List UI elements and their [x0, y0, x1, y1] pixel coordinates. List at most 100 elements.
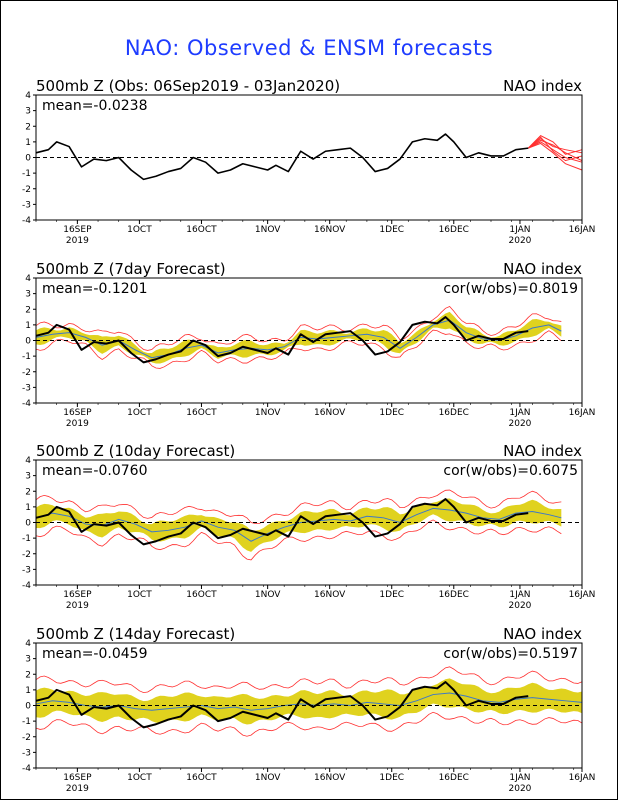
y-tick-label: 4 [25, 91, 31, 101]
ensemble-lower-line [35, 329, 562, 369]
x-tick-label: 1DEC [379, 408, 404, 418]
spread-band [36, 498, 562, 552]
mean-label: mean=-0.0760 [42, 463, 147, 479]
x-tick-label: 16JAN [569, 408, 596, 418]
nao-panel-1: 500mb Z (Obs: 06Sep2019 - 03Jan2020) NAO … [22, 77, 595, 246]
y-tick-label: -3 [22, 565, 31, 575]
y-tick-label: 2 [25, 487, 31, 497]
ensemble-lower-line [35, 711, 583, 737]
x-tick-label: 16DEC [439, 408, 469, 418]
ensemble-mean-line [35, 507, 562, 542]
y-tick-label: -2 [22, 733, 31, 743]
x-tick-label: 16NOV [314, 773, 346, 783]
ensemble-upper-line [35, 306, 562, 351]
y-tick-label: -4 [22, 581, 31, 591]
y-tick-label: -4 [22, 764, 31, 774]
panel-title: 500mb Z (7day Forecast) [36, 260, 226, 278]
y-tick-label: 3 [25, 655, 31, 665]
y-tick-label: 2 [25, 305, 31, 315]
x-tick-year-label: 2020 [509, 419, 532, 429]
observed-line [35, 681, 529, 729]
x-tick-label: 1OCT [127, 408, 152, 418]
y-tick-label: -4 [22, 399, 31, 409]
mean-label: mean=-0.1201 [42, 281, 147, 297]
y-tick-label: -2 [22, 185, 31, 195]
y-tick-label: 1 [25, 503, 31, 513]
y-tick-label: -4 [22, 216, 31, 226]
panel-title: 500mb Z (10day Forecast) [36, 442, 235, 460]
panel-index-label: NAO index [503, 260, 582, 278]
y-tick-label: 3 [25, 107, 31, 117]
x-tick-label: 16SEP [63, 773, 92, 783]
x-tick-label: 16JAN [569, 590, 596, 600]
x-tick-label: 16NOV [314, 590, 346, 600]
x-tick-label: 16DEC [439, 590, 469, 600]
panel-index-label: NAO index [503, 625, 582, 643]
ensemble-member-line [528, 142, 583, 171]
panel-title: 500mb Z (14day Forecast) [36, 625, 235, 643]
x-tick-label: 16NOV [314, 225, 346, 235]
x-tick-label: 1JAN [509, 408, 530, 418]
y-tick-label: 1 [25, 138, 31, 148]
x-tick-label: 1JAN [509, 225, 530, 235]
y-tick-label: 3 [25, 472, 31, 482]
y-tick-label: -1 [22, 717, 31, 727]
x-tick-label: 16DEC [439, 773, 469, 783]
panel-index-label: NAO index [503, 442, 582, 460]
spread-band [36, 678, 582, 725]
x-tick-label: 16SEP [63, 590, 92, 600]
observed-line [35, 316, 529, 364]
y-tick-label: 4 [25, 274, 31, 284]
y-tick-label: -1 [22, 534, 31, 544]
x-tick-label: 16JAN [569, 225, 596, 235]
y-tick-label: 4 [25, 639, 31, 649]
ensemble-member-line [527, 136, 583, 162]
x-tick-label: 1DEC [379, 225, 404, 235]
x-tick-label: 16SEP [63, 408, 92, 418]
ensemble-member-line [527, 135, 583, 155]
ensemble-member-line [527, 138, 583, 154]
x-tick-label: 16DEC [439, 225, 469, 235]
ensemble-upper-line [35, 666, 583, 694]
mean-label: mean=-0.0459 [42, 646, 147, 662]
figure-title: NAO: Observed & ENSM forecasts [124, 36, 494, 60]
panel-title: 500mb Z (Obs: 06Sep2019 - 03Jan2020) [36, 77, 340, 95]
x-tick-label: 1DEC [379, 590, 404, 600]
x-tick-label: 1NOV [255, 773, 281, 783]
x-tick-label: 16OCT [186, 773, 217, 783]
x-tick-label: 16SEP [63, 225, 92, 235]
x-tick-year-label: 2020 [509, 236, 532, 246]
y-tick-label: -1 [22, 352, 31, 362]
y-tick-label: 0 [25, 154, 31, 164]
y-tick-label: 0 [25, 519, 31, 529]
y-tick-label: -3 [22, 383, 31, 393]
panel-index-label: NAO index [503, 77, 582, 95]
x-tick-label: 1OCT [127, 225, 152, 235]
y-tick-label: 3 [25, 290, 31, 300]
x-tick-year-label: 2019 [66, 601, 89, 611]
ensemble-member-line [527, 139, 583, 162]
y-tick-label: 1 [25, 686, 31, 696]
y-tick-label: 0 [25, 337, 31, 347]
y-tick-label: -3 [22, 748, 31, 758]
x-tick-label: 16JAN [569, 773, 596, 783]
x-tick-label: 16NOV [314, 408, 346, 418]
y-tick-label: 1 [25, 321, 31, 331]
x-tick-label: 1JAN [509, 773, 530, 783]
x-tick-label: 1OCT [127, 773, 152, 783]
x-tick-label: 16OCT [186, 225, 217, 235]
x-tick-year-label: 2019 [66, 236, 89, 246]
ensemble-lower-line [35, 519, 562, 561]
observed-line [35, 498, 529, 546]
y-tick-label: -2 [22, 368, 31, 378]
mean-label: mean=-0.0238 [42, 98, 147, 114]
correlation-label: cor(w/obs)=0.5197 [443, 646, 578, 662]
ensemble-upper-line [35, 489, 562, 524]
x-tick-year-label: 2019 [66, 419, 89, 429]
y-tick-label: 4 [25, 456, 31, 466]
x-tick-year-label: 2020 [509, 784, 532, 794]
correlation-label: cor(w/obs)=0.8019 [443, 281, 578, 297]
y-tick-label: 2 [25, 122, 31, 132]
x-tick-year-label: 2019 [66, 784, 89, 794]
observed-line [35, 133, 529, 181]
